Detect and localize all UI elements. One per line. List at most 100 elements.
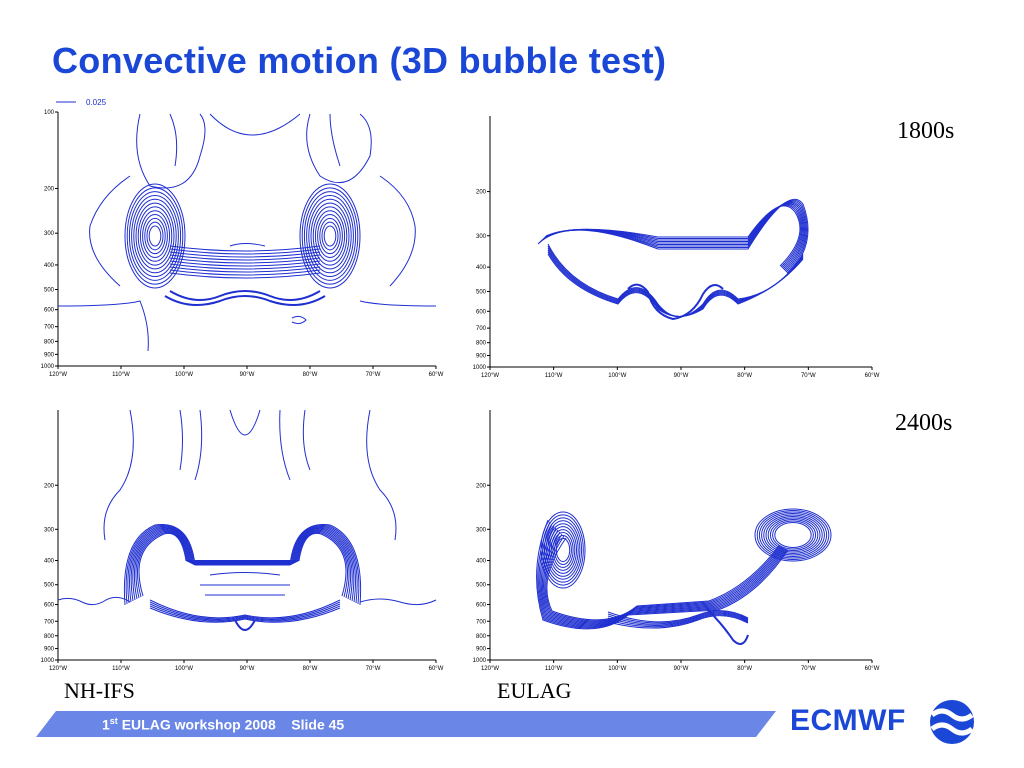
contour-line <box>89 175 416 287</box>
contour-line <box>540 527 785 626</box>
contour-line <box>540 511 586 589</box>
contour-line <box>543 517 583 583</box>
y-tick-label: 100 <box>44 110 55 116</box>
y-tick-label: 600 <box>44 603 55 609</box>
contour-line <box>299 183 361 289</box>
y-tick-label: 500 <box>476 583 487 589</box>
contour-line <box>179 409 311 481</box>
contour-line <box>312 206 348 266</box>
x-tick-label: 70°W <box>801 373 816 378</box>
contour-line <box>135 202 175 270</box>
contour-line <box>125 524 360 605</box>
contour-line <box>137 206 173 266</box>
x-tick-label: 120°W <box>49 372 67 378</box>
footer-rest: EULAG workshop 2008 Slide 45 <box>117 716 345 733</box>
contour-line <box>169 245 321 252</box>
contour-line <box>169 266 321 273</box>
contour-line <box>169 251 321 258</box>
panel-eulag-2400s: 200 300 400 500 600 700 800 900 1000 120°W 110°W 10… <box>458 400 883 670</box>
contour-line <box>131 194 179 278</box>
y-tick-label: 200 <box>476 190 487 196</box>
contour-line <box>545 520 581 580</box>
contour-line <box>317 214 343 258</box>
contour-line <box>148 225 162 247</box>
y-tick-label: 500 <box>44 583 55 589</box>
time-label-2400s: 2400s <box>895 410 953 436</box>
contour-line <box>754 508 832 562</box>
x-tick-label: 110°W <box>545 373 563 378</box>
x-tick-label: 70°W <box>801 666 816 670</box>
contour-line <box>57 300 437 352</box>
y-tick-label: 700 <box>476 326 487 332</box>
x-tick-label: 120°W <box>481 373 499 378</box>
contour-line <box>607 612 749 625</box>
y-tick-label: 400 <box>476 265 487 271</box>
x-tick-label: 60°W <box>429 666 444 670</box>
x-tick-label: 110°W <box>545 666 563 670</box>
y-tick-label: 600 <box>44 308 55 314</box>
model-label-nhifs: NH-IFS <box>64 678 135 703</box>
contour-line <box>769 519 817 551</box>
contour-line <box>144 217 166 255</box>
y-tick-label: 800 <box>44 634 55 640</box>
x-tick-label: 80°W <box>303 372 318 378</box>
contour-line <box>169 290 321 301</box>
contour-line <box>303 191 357 281</box>
y-tick-label: 300 <box>44 527 55 533</box>
x-tick-label: 80°W <box>737 666 752 670</box>
footer-text: 1st EULAG workshop 2008 Slide 45 <box>102 716 344 733</box>
contour-line <box>547 245 804 317</box>
y-tick-label: 800 <box>476 341 487 347</box>
contour-line <box>133 198 177 274</box>
panel-eulag-1800s: 200 300 400 500 600 700 800 900 1000 120°W 110°W 10… <box>458 104 883 378</box>
contour-line <box>547 247 804 317</box>
y-tick-label: 800 <box>44 339 55 345</box>
contour-plot-eulag-2400s: 200 300 400 500 600 700 800 900 1000 120°W 110°W 10… <box>473 410 880 670</box>
contour-line <box>544 533 782 623</box>
y-tick-label: 200 <box>44 483 55 489</box>
contour-line <box>544 204 802 268</box>
contour-line <box>149 601 341 620</box>
y-tick-label: 1000 <box>473 658 487 664</box>
contour-line <box>169 254 321 261</box>
contour-line <box>547 253 804 317</box>
contour-line <box>169 113 341 167</box>
contour-line <box>607 614 749 628</box>
y-tick-label: 1000 <box>41 658 55 664</box>
contour-line <box>538 523 787 628</box>
contour-line <box>543 531 783 624</box>
contour-line <box>128 191 182 281</box>
y-tick-label: 200 <box>44 186 55 192</box>
contour-plot-eulag-1800s: 200 300 400 500 600 700 800 900 1000 120°W 110°W 10… <box>473 116 880 378</box>
contour-plot-nhifs-2400s: 200 300 400 500 600 700 800 900 1000 120°W 110°W 10… <box>41 409 444 670</box>
contour-line <box>539 525 786 627</box>
contour-line <box>234 619 256 631</box>
contour-line <box>146 221 164 251</box>
y-tick-label: 700 <box>44 325 55 331</box>
y-tick-label: 800 <box>476 634 487 640</box>
contour-line <box>310 202 350 270</box>
contour-line <box>547 249 804 317</box>
contour-line <box>291 315 307 325</box>
y-tick-label: 700 <box>476 619 487 625</box>
contour-line <box>545 535 781 622</box>
ecmwf-logo-text: ECMWF <box>790 704 906 737</box>
y-tick-label: 900 <box>476 647 487 653</box>
contour-line <box>607 610 749 623</box>
contour-line <box>627 283 724 321</box>
contour-line <box>169 257 321 264</box>
contour-line <box>319 217 341 255</box>
y-tick-label: 200 <box>476 483 487 489</box>
contour-line <box>607 611 749 624</box>
footer-ordinal-suffix: st <box>109 716 118 726</box>
footer-bar <box>36 711 776 737</box>
y-tick-label: 900 <box>44 647 55 653</box>
contour-line <box>314 210 346 262</box>
x-tick-label: 60°W <box>865 373 880 378</box>
contour-line <box>169 248 321 255</box>
ecmwf-logo-icon <box>930 700 974 744</box>
y-tick-label: 300 <box>476 234 487 240</box>
x-tick-label: 120°W <box>49 666 67 670</box>
x-tick-label: 90°W <box>240 666 255 670</box>
x-tick-label: 90°W <box>674 666 689 670</box>
